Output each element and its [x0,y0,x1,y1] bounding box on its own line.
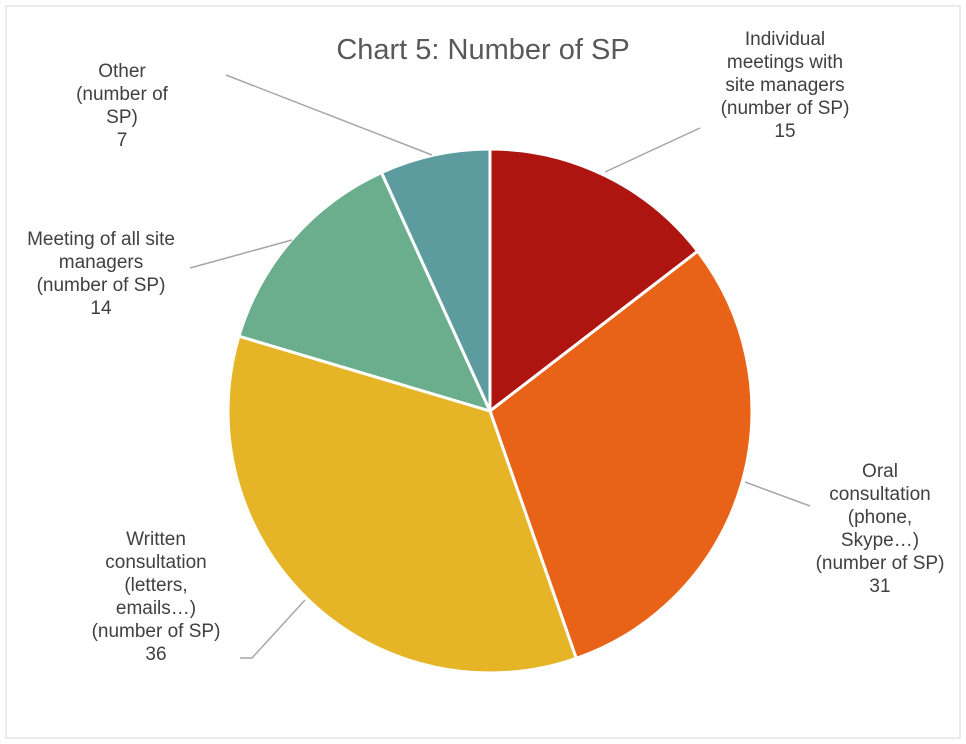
pie-slice [237,170,493,414]
pie-slice [226,334,579,675]
leader-line [240,599,306,659]
category-label: Meeting of all site managers (number of … [27,229,175,296]
leader-lines [189,74,811,659]
data-label: Oral consultation (phone, Skype…) (numbe… [810,460,950,598]
leader-line [189,239,293,269]
value-label: 36 [145,644,167,665]
category-label: Written consultation (letters, emails…) … [91,529,221,642]
category-label: Other (number of SP) [76,61,168,128]
data-label: Individual meetings with site managers (… [710,28,860,143]
pie-slice [488,249,754,661]
leader-line [225,74,433,156]
data-label: Written consultation (letters, emails…) … [86,528,226,666]
value-label: 14 [90,298,112,319]
pie-slice [379,147,492,412]
leader-line [744,481,811,507]
category-label: Oral consultation (phone, Skype…) (numbe… [815,461,945,574]
leader-line [604,127,701,173]
frame [5,5,961,739]
chart-title: Chart 5: Number of SP [336,34,630,66]
value-label: 7 [116,130,128,151]
value-label: 15 [774,121,796,142]
value-label: 31 [869,576,891,597]
data-label: Meeting of all site managers (number of … [26,228,176,320]
data-label: Other (number of SP) 7 [72,60,172,152]
category-label: Individual meetings with site managers (… [720,29,850,119]
pie-slice [488,147,700,415]
